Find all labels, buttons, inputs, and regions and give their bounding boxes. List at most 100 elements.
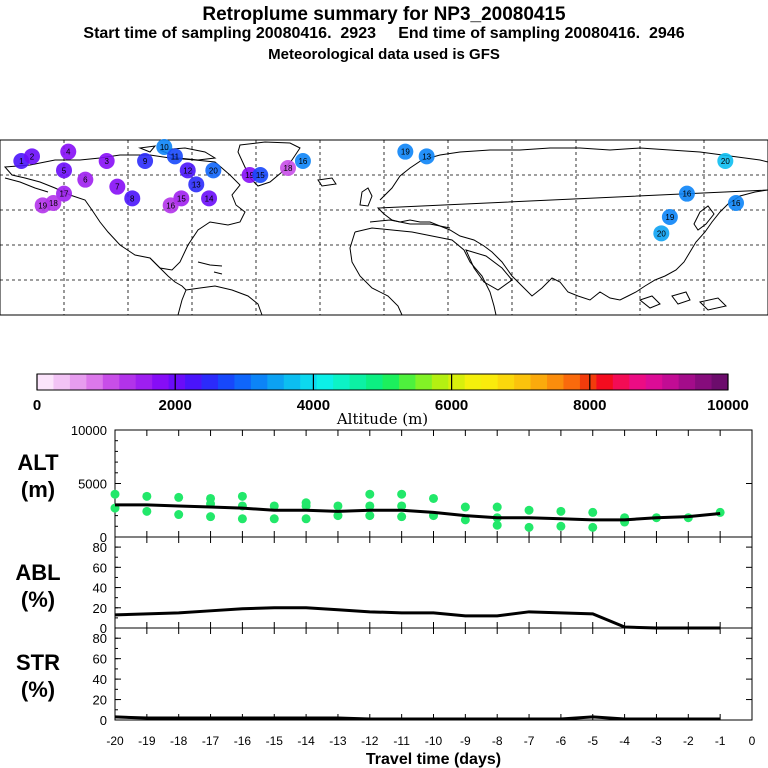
plume-marker-label: 6 [83,176,88,185]
altitude-scatter-point [365,511,375,521]
plume-marker-label: 18 [49,199,58,208]
colorbar-swatch [201,374,219,390]
colorbar-swatch [464,374,482,390]
plume-marker-label: 13 [192,180,201,189]
colorbar-swatch [217,374,235,390]
altitude-scatter-point [301,501,311,511]
panel-ylabel-unit: (%) [21,587,55,612]
plume-marker-label: 20 [657,229,666,238]
plume-marker [201,190,218,207]
y-tick-label: 0 [100,621,107,636]
x-tick-label: -10 [425,734,443,748]
coast-japan [693,205,715,231]
altitude-scatter-point [333,501,343,511]
x-tick-label: -9 [460,734,471,748]
plume-marker-label: 16 [682,190,691,199]
colorbar-tick-label: 10000 [707,397,749,414]
x-tick-label: -11 [393,734,410,748]
plume-marker-label: 19 [245,171,254,180]
plume-marker-label: 16 [166,201,175,210]
altitude-scatter-point [556,506,566,516]
altitude-scatter-point [524,505,534,515]
colorbar-tick-label: 0 [33,397,41,414]
altitude-scatter-point [397,489,407,499]
colorbar-swatch [267,374,285,390]
colorbar-swatch [612,374,630,390]
plume-marker-label: 3 [104,157,109,166]
colorbar-swatch [300,374,318,390]
coast-southeast-asia [638,291,727,311]
coast-central-america [149,257,187,291]
x-tick-label: -17 [202,734,220,748]
altitude-scatter-point [365,501,375,511]
y-tick-label: 10000 [71,423,107,438]
colorbar-swatch [514,374,531,390]
coast-greenland [237,141,301,187]
altitude-scatter-point [269,514,279,524]
plume-marker-label: 19 [665,213,674,222]
x-tick-label: -5 [587,734,598,748]
altitude-scatter-point [301,514,311,524]
x-tick-label: -20 [106,734,124,748]
altitude-scatter-point [206,512,216,522]
plume-marker [166,148,183,165]
y-tick-label: 5000 [78,477,107,492]
colorbar-swatch [316,374,334,390]
plume-marker [397,143,414,160]
plume-marker-label: 12 [183,166,192,175]
y-tick-label: 80 [93,631,107,646]
plume-marker-label: 13 [422,152,431,161]
colorbar-tick-label: 8000 [573,397,606,414]
plume-marker [717,153,734,169]
panel-ylabel-name: ALT [17,450,59,475]
y-tick-label: 20 [93,601,107,616]
colorbar-swatch [695,374,712,390]
coast-mediterranean [369,219,451,229]
altitude-scatter-point [588,507,598,517]
time-series-panels: 0500010000ALT(m)020406080ABL(%)020406080… [15,423,755,768]
x-tick-label: -13 [329,734,347,748]
x-tick-label: 0 [749,734,756,748]
x-tick-label: -15 [266,734,284,748]
y-tick-label: 20 [93,693,107,708]
colorbar-swatch [563,374,581,390]
panel-ylabel-unit: (%) [21,677,55,702]
x-tick-label: -4 [619,734,630,748]
x-tick-label: -12 [361,734,379,748]
coast-eurasia [376,147,768,301]
panel-str: 0 20 40 60 80 STR(%) [16,627,753,728]
plume-marker-label: 15 [256,171,265,180]
plume-marker-label: 1 [19,157,24,166]
plume-marker [77,171,94,188]
plume-marker-label: 17 [60,190,69,199]
altitude-scatter-point [237,514,247,524]
plume-marker-label: 7 [115,183,120,192]
colorbar-tick-label: 2000 [159,397,192,414]
colorbar-tick-label: 4000 [297,397,330,414]
colorbar-swatch [349,374,367,390]
colorbar-tick-label: 6000 [435,397,468,414]
altitude-scatter-point [556,521,566,531]
end-time: End time of sampling 20080416. 2946 [398,25,685,42]
plume-marker-label: 16 [298,157,307,166]
colorbar-swatch [662,374,680,390]
colorbar-title: Altitude (m) [336,410,428,428]
plume-marker [56,162,72,179]
colorbar-swatch [185,374,202,390]
altitude-scatter-point [142,491,152,501]
plume-marker-label: 18 [284,164,293,173]
plume-marker [653,225,670,242]
colorbar-swatch [69,374,87,390]
coast-caribbean [197,261,223,275]
plume-marker-label: 5 [62,166,67,175]
sampling-time: Start time of sampling 20080416. 2923 En… [0,25,768,43]
plume-marker-label: 11 [171,152,180,161]
altitude-scatter-point [524,522,534,532]
altitude-scatter-point [237,491,247,501]
x-tick-label: -14 [297,734,315,748]
altitude-scatter-point [174,510,184,520]
altitude-colorbar: 0 2000 4000 6000 8000 10000 Altitude (m) [33,373,749,428]
plume-marker [156,139,173,155]
